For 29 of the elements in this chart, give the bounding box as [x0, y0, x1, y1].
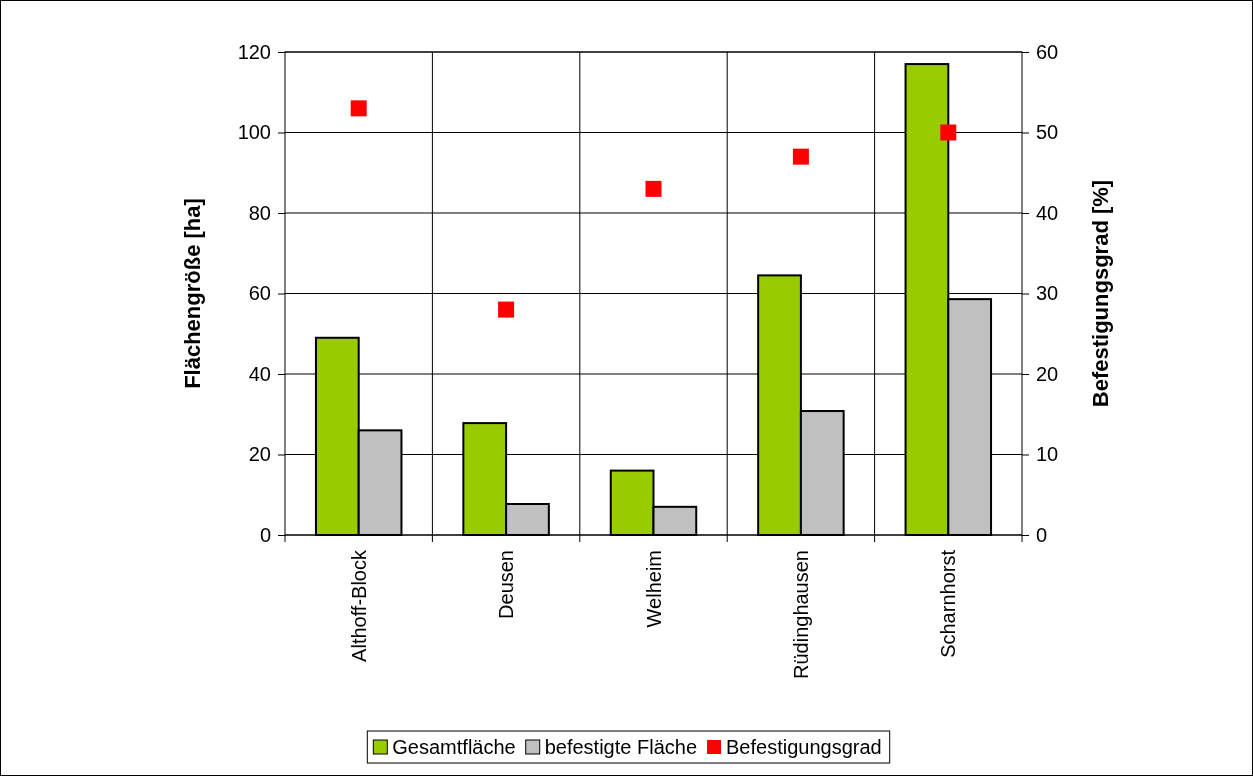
y-tick-label: 120: [237, 40, 271, 63]
x-tick-label: Rüdinghausen: [789, 550, 812, 679]
x-tick-label: Althoff-Block: [347, 549, 370, 662]
x-tick-label: Welheim: [642, 550, 665, 628]
y-tick-label: 0: [259, 523, 271, 546]
y2-tick-label: 30: [1036, 282, 1059, 305]
y2-tick-label: 10: [1036, 443, 1059, 466]
y-tick-label: 80: [248, 201, 271, 224]
y2-axis-title: Befestigungsgrad [%]: [1088, 179, 1113, 408]
x-tick-label: Scharnhorst: [937, 549, 960, 658]
y2-tick-label: 0: [1036, 523, 1048, 546]
y2-tick-label: 60: [1036, 40, 1059, 63]
legend-label: Befestigungsgrad: [726, 736, 882, 758]
y2-tick-label: 40: [1036, 201, 1059, 224]
y-tick-label: 40: [248, 362, 271, 385]
y2-tick-label: 50: [1036, 121, 1059, 144]
y-tick-label: 100: [237, 121, 271, 144]
point: [645, 180, 662, 197]
legend-label: befestigte Fläche: [544, 736, 698, 758]
y-tick-label: 20: [248, 443, 271, 466]
point: [940, 124, 957, 141]
y-axis-title: Flächengröße [ha]: [180, 198, 205, 389]
y2-tick-label: 20: [1036, 362, 1059, 385]
point: [498, 301, 515, 318]
point: [350, 100, 367, 117]
y-tick-label: 60: [248, 282, 271, 305]
x-tick-label: Deusen: [495, 550, 518, 619]
legend-label: Gesamtfläche: [392, 736, 516, 758]
point: [792, 148, 809, 165]
